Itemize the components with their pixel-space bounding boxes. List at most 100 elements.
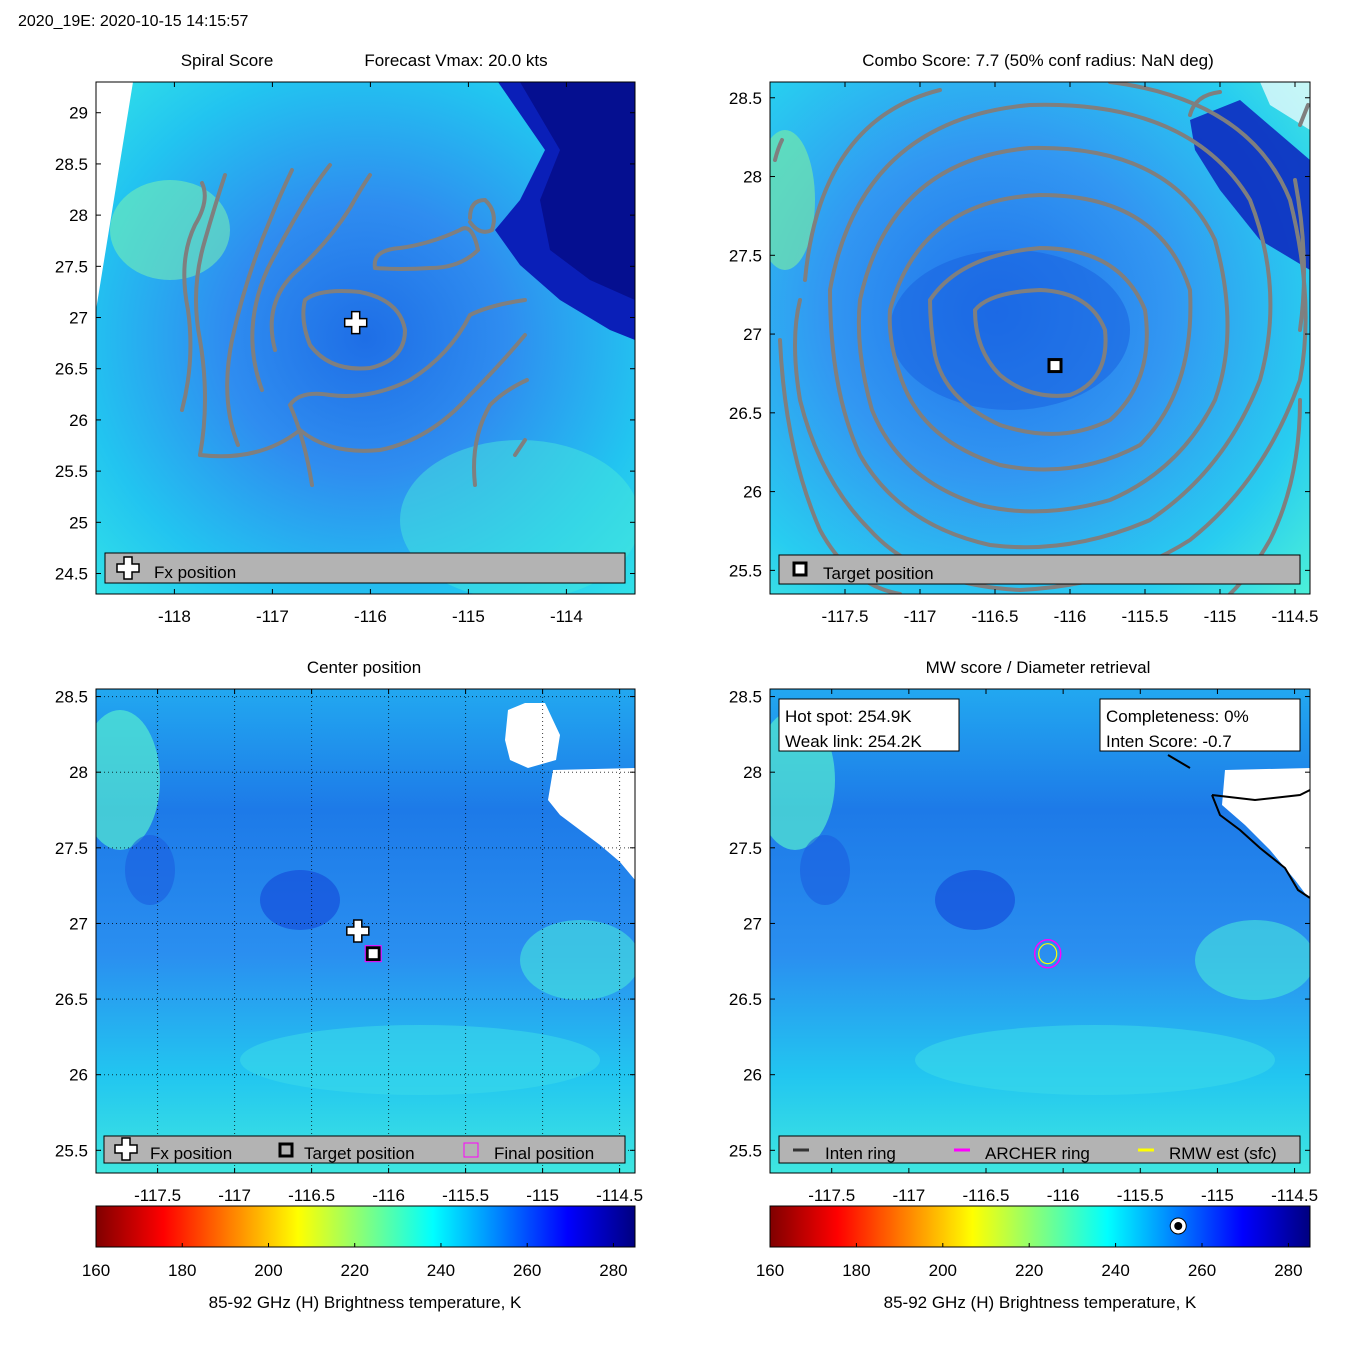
x-tick-label: -117 (218, 1186, 251, 1205)
mw-score-panel: MW score / Diameter retrieval -117.5 -117… (729, 658, 1318, 1205)
inten-score-text: Inten Score: -0.7 (1106, 732, 1232, 751)
archer-ring (1033, 938, 1062, 969)
axes-mw: -117.5 -117 -116.5 -116 -115.5 -115 -114.5 25.5… (729, 688, 1318, 1205)
x-tick-label: -114.5 (1271, 1186, 1318, 1205)
warm-patch (110, 180, 230, 280)
info-box-left: Hot spot: 254.9K Weak link: 254.2K (778, 698, 960, 752)
warm-patch (520, 920, 635, 1000)
y-tick-label: 27.5 (55, 839, 88, 858)
x-tick-label: -115 (1204, 607, 1237, 626)
axes-combo: -117.5 -117 -116.5 -116 -115.5 -115 -114.5 25.5… (729, 82, 1318, 626)
x-tick-label: -116.5 (972, 607, 1019, 626)
x-tick-label: -117 (256, 607, 289, 626)
y-tick-label: 25.5 (55, 1141, 88, 1160)
axes-spiral: -118 -117 -116 -115 -114 24.5 25 25.5 26 26.5 27 27… (55, 82, 635, 626)
info-box-right: Completeness: 0% Inten Score: -0.7 (1099, 698, 1301, 752)
combo-score-panel: Combo Score: 7.7 (50% conf radius: NaN d… (729, 51, 1319, 626)
colorbar-tick-label: 200 (254, 1261, 282, 1280)
x-tick-label: -116 (372, 1186, 405, 1205)
y-tick-label: 26 (69, 411, 88, 430)
legend-label: Final position (494, 1144, 594, 1163)
square-marker-icon (278, 1142, 294, 1158)
y-tick-label: 28 (69, 206, 88, 225)
colorbar-tick-label: 240 (427, 1261, 455, 1280)
legend-label: Fx position (150, 1144, 232, 1163)
fx-position-marker (343, 310, 368, 335)
x-tick-label: -117 (892, 1186, 925, 1205)
y-tick-label: 24.5 (55, 565, 88, 584)
y-tick-label: 27 (69, 309, 88, 328)
spiral-contours (180, 163, 529, 487)
square-marker-icon (792, 561, 808, 577)
y-tick-label: 25.5 (729, 1141, 762, 1160)
warm-patch (770, 130, 815, 270)
colorbar-tick-label: 200 (929, 1261, 957, 1280)
cold-patch (890, 250, 1130, 410)
cold-cloud-core (520, 82, 635, 300)
coastline (1167, 754, 1310, 899)
completeness-text: Completeness: 0% (1106, 707, 1249, 726)
land-area (548, 768, 635, 880)
colorbar-tick-label: 240 (1101, 1261, 1129, 1280)
land-area (505, 703, 560, 768)
legend-label: Inten ring (825, 1144, 896, 1163)
target-position-marker (365, 946, 381, 962)
x-tick-label: -115 (526, 1186, 559, 1205)
colorbar-tick-label: 220 (341, 1261, 369, 1280)
x-tick-label: -117 (904, 607, 937, 626)
plus-marker-icon (114, 1137, 138, 1161)
figure-title: 2020_19E: 2020-10-15 14:15:57 (18, 13, 249, 30)
warm-patch (240, 1025, 600, 1095)
colorbar-tick-label: 280 (599, 1261, 627, 1280)
x-tick-label: -116.5 (288, 1186, 335, 1205)
cold-patch (935, 870, 1015, 930)
y-tick-label: 26.5 (55, 360, 88, 379)
colorbar-label: 85-92 GHz (H) Brightness temperature, K (884, 1293, 1197, 1312)
y-tick-label: 27 (743, 325, 762, 344)
legend-label: Target position (823, 564, 934, 583)
target-position-marker (1047, 358, 1063, 374)
x-tick-label: -116 (354, 607, 387, 626)
y-tick-label: 27.5 (729, 246, 762, 265)
axes-center: -117.5 -117 -116.5 -116 -115.5 -115 -114.5 25.5… (55, 688, 643, 1205)
legend-label: Fx position (154, 563, 236, 582)
y-tick-label: 26.5 (55, 990, 88, 1009)
x-tick-label: -115.5 (1117, 1186, 1164, 1205)
x-tick-label: -117.5 (822, 607, 869, 626)
colorbar-tick-label: 180 (168, 1261, 196, 1280)
y-tick-label: 29 (69, 104, 88, 123)
spiral-score-panel: Spiral Score Forecast Vmax: 20.0 kts (55, 51, 636, 626)
x-tick-label: -118 (158, 607, 191, 626)
no-data-region (96, 82, 133, 310)
x-tick-label: -114 (550, 607, 583, 626)
legend-label: RMW est (sfc) (1169, 1144, 1277, 1163)
colorbar-tick-label: 260 (513, 1261, 541, 1280)
cold-patch (125, 835, 175, 905)
no-data-region (1260, 82, 1310, 130)
final-position-marker (364, 945, 382, 963)
rmw-ring (1038, 943, 1058, 965)
colorbar-tick-label: 160 (82, 1261, 110, 1280)
y-tick-label: 27.5 (729, 839, 762, 858)
colorbar-gradient (95, 1205, 636, 1248)
panel-title-combo: Combo Score: 7.7 (50% conf radius: NaN d… (862, 51, 1214, 70)
panel-title-vmax: Forecast Vmax: 20.0 kts (364, 51, 547, 70)
y-tick-label: 25.5 (55, 462, 88, 481)
y-tick-label: 27 (69, 914, 88, 933)
hot-spot-marker-core (1174, 1222, 1183, 1230)
colorbar-tick-label: 220 (1015, 1261, 1043, 1280)
warm-patch (915, 1025, 1275, 1095)
x-tick-label: -114.5 (596, 1186, 643, 1205)
weak-link-text: Weak link: 254.2K (785, 732, 922, 751)
x-tick-label: -115 (452, 607, 485, 626)
y-tick-label: 27.5 (55, 257, 88, 276)
cold-cloud-region (1190, 100, 1310, 270)
panel-title-mw: MW score / Diameter retrieval (926, 658, 1151, 677)
warm-patch (96, 710, 160, 850)
colorbar-tick-label: 160 (756, 1261, 784, 1280)
fx-position-marker (346, 919, 370, 943)
legend-label: ARCHER ring (985, 1144, 1090, 1163)
plus-marker-icon (116, 556, 140, 580)
y-tick-label: 26.5 (729, 990, 762, 1009)
